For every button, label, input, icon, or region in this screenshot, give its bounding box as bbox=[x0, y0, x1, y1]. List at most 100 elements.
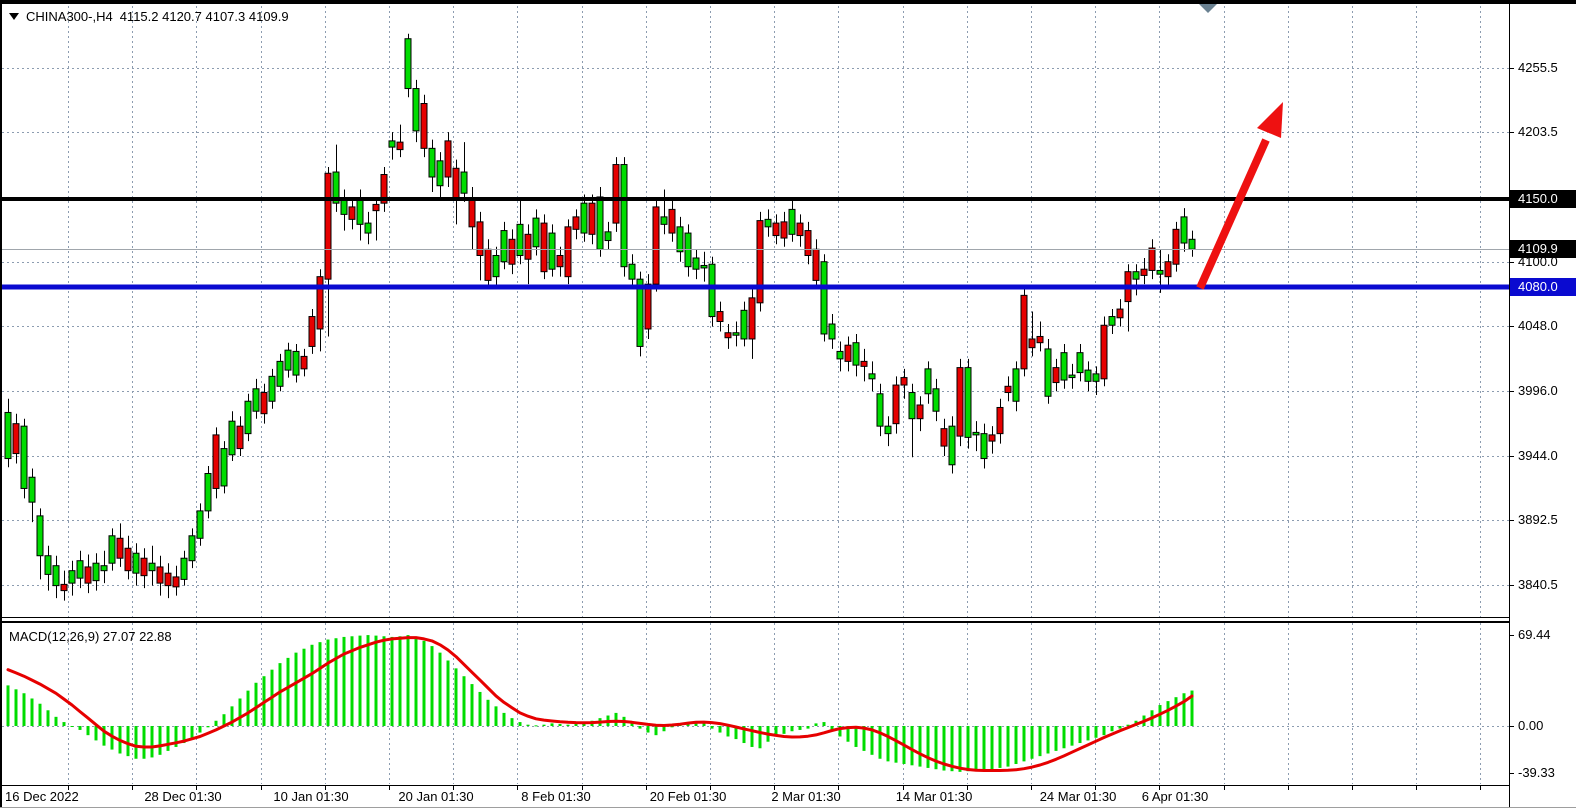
candle-body bbox=[780, 221, 788, 239]
candle-body bbox=[548, 232, 556, 270]
macd-bar bbox=[478, 691, 482, 726]
candle-body bbox=[396, 141, 404, 151]
candle-body bbox=[1172, 228, 1180, 265]
candle-body bbox=[564, 226, 572, 278]
macd-bar bbox=[38, 703, 42, 726]
candle-body bbox=[924, 368, 932, 395]
macd-bar bbox=[302, 648, 306, 726]
candle-body bbox=[732, 332, 740, 336]
candle-body bbox=[724, 332, 732, 339]
candle-body bbox=[1084, 369, 1092, 382]
candle-body bbox=[532, 217, 540, 248]
macd-bar bbox=[78, 726, 82, 730]
macd-bar bbox=[950, 726, 954, 772]
chart-shift-marker-icon[interactable] bbox=[1199, 4, 1217, 13]
candle-body bbox=[332, 171, 340, 204]
macd-bar bbox=[230, 706, 234, 726]
macd-bar bbox=[742, 726, 746, 744]
macd-bar bbox=[702, 723, 706, 726]
candle-body bbox=[1068, 374, 1076, 379]
candle-body bbox=[996, 406, 1004, 435]
macd-bar bbox=[126, 726, 130, 757]
time-axis-label: 20 Feb 01:30 bbox=[649, 789, 727, 804]
candle-body bbox=[900, 377, 908, 386]
candle-body bbox=[876, 393, 884, 427]
candle-body bbox=[460, 171, 468, 194]
candle-body bbox=[20, 425, 28, 489]
macd-bar bbox=[286, 657, 290, 726]
candle-body bbox=[516, 223, 524, 256]
trend-arrow-shaft[interactable] bbox=[1196, 138, 1270, 290]
price-axis[interactable]: 4255.5 4203.5 4100.0 4048.0 3996.0 3944.0 3892… bbox=[1510, 0, 1576, 786]
macd-bar bbox=[942, 726, 946, 771]
time-axis-label: 24 Mar 01:30 bbox=[1039, 789, 1117, 804]
candle-body bbox=[300, 355, 308, 370]
candle-body bbox=[316, 276, 324, 330]
macd-bar bbox=[438, 652, 442, 726]
candle-body bbox=[796, 222, 804, 237]
candle-body bbox=[956, 367, 964, 437]
macd-bar bbox=[910, 726, 914, 766]
macd-bar bbox=[670, 726, 674, 728]
macd-bar bbox=[494, 706, 498, 726]
macd-bar bbox=[206, 726, 210, 728]
candle-body bbox=[612, 164, 620, 224]
candle-body bbox=[980, 433, 988, 460]
macd-bar bbox=[1102, 726, 1106, 736]
candle-body bbox=[100, 565, 108, 572]
candle-body bbox=[1004, 385, 1012, 394]
macd-bar bbox=[990, 726, 994, 770]
macd-bar bbox=[1070, 726, 1074, 746]
macd-bar bbox=[1182, 693, 1186, 726]
candle-body bbox=[1164, 261, 1172, 278]
macd-bar bbox=[334, 638, 338, 726]
candle-body bbox=[68, 570, 76, 584]
candle-body bbox=[132, 552, 140, 574]
trend-arrow-head[interactable] bbox=[1257, 102, 1283, 138]
candle-body bbox=[1100, 324, 1108, 380]
macd-bar bbox=[774, 726, 778, 737]
macd-bar bbox=[398, 636, 402, 726]
macd-bar bbox=[510, 718, 514, 726]
time-axis[interactable]: 16 Dec 2022 28 Dec 01:30 10 Jan 01:30 20 Ja… bbox=[0, 786, 1510, 807]
macd-bar bbox=[54, 716, 58, 726]
axis-ticks bbox=[68, 68, 1514, 790]
macd-bar bbox=[246, 690, 250, 726]
top-border bbox=[0, 0, 1576, 4]
macd-bar bbox=[374, 635, 378, 726]
candle-body bbox=[668, 208, 676, 234]
macd-bar bbox=[958, 726, 962, 772]
candle-body bbox=[380, 174, 388, 204]
macd-bar bbox=[358, 635, 362, 726]
macd-bar bbox=[158, 726, 162, 755]
macd-bar bbox=[798, 726, 802, 730]
candle-body bbox=[508, 238, 516, 265]
candle-body bbox=[260, 392, 268, 415]
macd-bar bbox=[150, 726, 154, 758]
macd-bar bbox=[134, 726, 138, 759]
macd-bar bbox=[518, 722, 522, 726]
macd-bar bbox=[814, 723, 818, 726]
candle-body bbox=[236, 425, 244, 450]
candle-body bbox=[76, 560, 84, 579]
candle-body bbox=[580, 202, 588, 234]
macd-bar bbox=[782, 726, 786, 734]
macd-bar bbox=[382, 636, 386, 726]
candle-body bbox=[772, 222, 780, 237]
macd-bar bbox=[1174, 697, 1178, 726]
macd-panel-top-border bbox=[0, 621, 1509, 623]
candle-body bbox=[700, 264, 708, 269]
candle-body bbox=[596, 196, 604, 250]
candle-body bbox=[716, 311, 724, 323]
trend-arrow[interactable] bbox=[1196, 102, 1283, 290]
candle-body bbox=[892, 384, 900, 425]
candle-body bbox=[748, 297, 756, 340]
candle-body bbox=[156, 566, 164, 584]
macd-bar bbox=[726, 726, 730, 737]
macd-bar bbox=[22, 693, 26, 726]
macd-bar bbox=[254, 682, 258, 726]
macd-bar bbox=[758, 726, 762, 749]
candle-body bbox=[620, 164, 628, 268]
candle-body bbox=[708, 263, 716, 318]
